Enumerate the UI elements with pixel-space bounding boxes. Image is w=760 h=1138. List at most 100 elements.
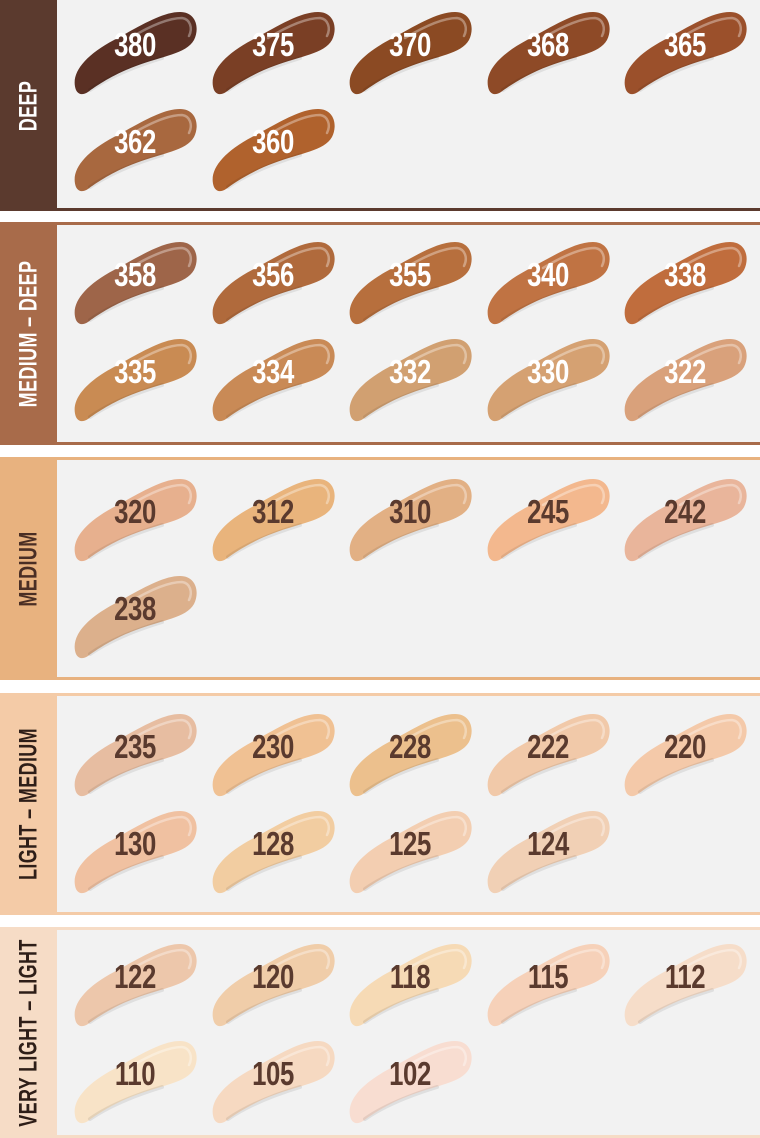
swatch-smear (212, 1041, 335, 1124)
shade-swatch: 122 (70, 936, 200, 1028)
swatch-smear (212, 811, 335, 894)
swatch-smear (74, 811, 197, 894)
shade-swatch: 112 (620, 936, 750, 1028)
swatch-smear (349, 944, 472, 1027)
swatch-smear (349, 242, 472, 325)
shade-swatch: 115 (483, 936, 613, 1028)
swatch-smear (487, 944, 610, 1027)
shade-swatch: 124 (483, 803, 613, 895)
shade-number: 230 (251, 728, 294, 765)
swatch-smear (487, 479, 610, 562)
shade-swatch: 355 (345, 234, 475, 326)
shade-number: 125 (389, 825, 431, 862)
swatch-smear (624, 944, 747, 1027)
shade-number: 118 (389, 958, 431, 995)
shade-number: 368 (526, 26, 569, 63)
swatch-smear (212, 714, 335, 797)
shade-swatch: 228 (345, 706, 475, 798)
shade-section: DEEP 380 375 370 368 365 (0, 0, 760, 211)
shade-swatch: 362 (70, 101, 200, 193)
shade-swatch: 365 (620, 4, 750, 96)
shade-number: 222 (526, 728, 569, 765)
shade-number: 112 (664, 958, 706, 995)
section-label-bar: LIGHT – MEDIUM (0, 693, 57, 915)
shade-number: 356 (251, 256, 294, 293)
swatch-smear (624, 714, 747, 797)
shade-swatch: 238 (70, 568, 200, 660)
swatch-smear (349, 339, 472, 422)
shade-number: 335 (114, 353, 156, 390)
shade-swatch: 320 (70, 471, 200, 563)
shade-number: 242 (664, 493, 706, 530)
shade-swatch: 335 (70, 331, 200, 423)
shade-swatch: 360 (208, 101, 338, 193)
shade-swatch: 312 (208, 471, 338, 563)
shade-number: 122 (114, 958, 156, 995)
swatch-smear (74, 576, 197, 659)
shade-swatch: 338 (620, 234, 750, 326)
shade-number: 310 (389, 493, 431, 530)
shade-number: 365 (664, 26, 706, 63)
shade-number: 220 (664, 728, 706, 765)
swatch-smear (624, 12, 747, 95)
shade-swatch: 120 (208, 936, 338, 1028)
swatch-smear (74, 1041, 197, 1124)
section-label: LIGHT – MEDIUM (14, 727, 42, 881)
swatch-smear (212, 479, 335, 562)
swatch-smear (212, 339, 335, 422)
swatch-smear (212, 12, 335, 95)
swatch-smear (349, 12, 472, 95)
shade-number: 124 (526, 825, 569, 862)
swatch-smear (487, 339, 610, 422)
shade-swatch: 370 (345, 4, 475, 96)
shade-swatch: 245 (483, 471, 613, 563)
shade-swatch: 130 (70, 803, 200, 895)
shade-number: 330 (526, 353, 569, 390)
shade-swatch: 356 (208, 234, 338, 326)
shade-section: VERY LIGHT – LIGHT 122 120 118 115 (0, 927, 760, 1138)
swatch-smear (74, 339, 197, 422)
shade-swatch: 222 (483, 706, 613, 798)
shade-number: 128 (251, 825, 294, 862)
swatch-smear (487, 12, 610, 95)
shade-swatch: 358 (70, 234, 200, 326)
shade-swatch: 340 (483, 234, 613, 326)
swatch-smear (74, 242, 197, 325)
shade-number: 355 (389, 256, 431, 293)
shade-swatch: 230 (208, 706, 338, 798)
section-label: MEDIUM – DEEP (14, 260, 42, 407)
swatch-smear (74, 944, 197, 1027)
section-label-bar: VERY LIGHT – LIGHT (0, 927, 57, 1138)
shade-swatch: 105 (208, 1033, 338, 1125)
shade-swatch: 102 (345, 1033, 475, 1125)
swatch-smear (624, 479, 747, 562)
shade-number: 358 (114, 256, 156, 293)
swatch-smear (74, 109, 197, 192)
shade-number: 105 (251, 1055, 294, 1092)
swatch-smear (349, 1041, 472, 1124)
shade-swatch: 310 (345, 471, 475, 563)
shade-swatch: 125 (345, 803, 475, 895)
swatch-smear (212, 242, 335, 325)
shade-section: MEDIUM 320 312 310 245 242 (0, 457, 760, 680)
shade-number: 322 (664, 353, 706, 390)
section-label-bar: DEEP (0, 0, 57, 211)
swatch-smear (349, 479, 472, 562)
section-label: MEDIUM (14, 530, 42, 607)
shade-number: 334 (251, 353, 294, 390)
shade-number: 375 (251, 26, 294, 63)
shade-number: 360 (251, 123, 294, 160)
shade-swatch: 118 (345, 936, 475, 1028)
shade-number: 380 (114, 26, 156, 63)
shade-swatch: 368 (483, 4, 613, 96)
shade-number: 332 (389, 353, 431, 390)
section-label: VERY LIGHT – LIGHT (14, 938, 42, 1127)
shade-swatch: 380 (70, 4, 200, 96)
shade-section: LIGHT – MEDIUM 235 230 228 222 220 (0, 693, 760, 915)
shade-swatch: 128 (208, 803, 338, 895)
shade-number: 338 (664, 256, 706, 293)
shade-number: 228 (389, 728, 431, 765)
swatch-smear (74, 12, 197, 95)
shade-number: 120 (251, 958, 294, 995)
shade-number: 130 (114, 825, 156, 862)
